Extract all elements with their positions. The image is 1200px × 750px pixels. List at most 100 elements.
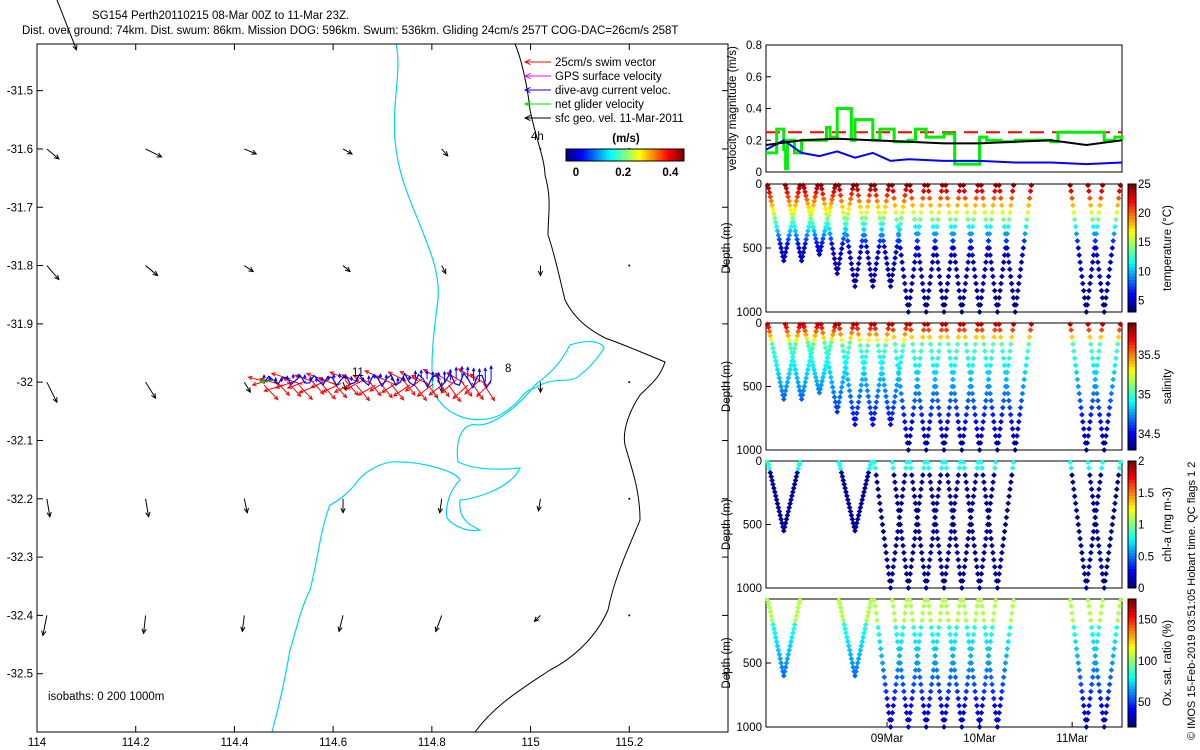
current-vector-head xyxy=(332,373,336,378)
salinity-panel-point xyxy=(963,411,970,418)
temperature-panel-point xyxy=(1070,209,1077,216)
temperature-panel-colorbar-segment xyxy=(1128,273,1136,278)
salinity-panel-colorbar-segment xyxy=(1128,361,1136,365)
colorbar-segment xyxy=(603,149,606,161)
oxygen-panel-point xyxy=(919,610,926,617)
temperature-panel-point xyxy=(908,188,914,194)
temperature-panel-point xyxy=(948,223,954,230)
oxygen-panel-colorbar-segment xyxy=(1128,707,1136,712)
legend-arrow xyxy=(523,114,551,122)
coastline xyxy=(474,43,666,733)
oxygen-panel-point xyxy=(983,638,990,645)
temperature-panel-point xyxy=(828,235,834,242)
swim-vector-head xyxy=(433,393,439,399)
colorbar-segment xyxy=(579,149,583,161)
salinity-panel-point xyxy=(981,411,987,418)
salinity-panel-point xyxy=(946,404,953,411)
oxygen-panel-point xyxy=(961,603,968,609)
oxygen-panel-profile xyxy=(960,597,999,730)
colorbar-segment xyxy=(646,149,650,161)
swim-vector xyxy=(459,379,473,398)
chla-panel-point xyxy=(980,472,986,478)
current-vector-head xyxy=(407,375,412,380)
salinity-panel-point xyxy=(978,321,985,328)
salinity-panel-colorbar-segment xyxy=(1128,367,1136,372)
temperature-panel-point xyxy=(970,259,977,266)
oxygen-panel-point xyxy=(969,638,976,645)
chla-panel-point xyxy=(952,493,959,500)
salinity-panel-point xyxy=(1015,426,1021,432)
oxygen-panel-point xyxy=(789,630,796,636)
chla-panel-point xyxy=(783,516,790,523)
swim-vector-head xyxy=(404,387,410,392)
salinity-panel-point xyxy=(828,379,835,386)
salinity-panel-point xyxy=(846,344,852,351)
geo-velocity-arrow-shaft xyxy=(435,615,443,632)
chla-panel-point xyxy=(901,556,908,563)
oxygen-panel-point xyxy=(996,709,1003,716)
salinity-panel-tick-label: 500 xyxy=(743,382,762,394)
salinity-panel-point xyxy=(976,447,983,453)
oxygen-panel-point xyxy=(983,667,990,673)
oxygen-panel-point xyxy=(947,674,954,681)
temperature-panel-point xyxy=(939,182,946,189)
salinity-panel-point xyxy=(1097,334,1104,340)
oxygen-panel-point xyxy=(965,631,971,638)
geo-velocity-arrow-head xyxy=(345,266,351,273)
chla-panel-point xyxy=(849,516,856,523)
salinity-panel-point xyxy=(849,404,856,411)
isobath-200m xyxy=(271,43,605,733)
salinity-panel-point xyxy=(840,374,847,381)
chla-panel-point xyxy=(778,516,784,523)
oxygen-panel-point xyxy=(1103,709,1109,716)
temperature-panel-colorbar-tick: 10 xyxy=(1138,266,1151,278)
salinity-panel-point xyxy=(1095,355,1101,362)
chla-panel-point xyxy=(919,472,926,478)
oxygen-panel-point xyxy=(971,681,978,688)
swim-vector-shaft xyxy=(358,384,376,396)
temperature-panel-colorbar-segment xyxy=(1128,251,1136,255)
geo-velocity-arrow-head xyxy=(437,507,443,514)
temperature-panel-point xyxy=(1095,266,1102,273)
legend-arrow-head xyxy=(523,58,531,66)
current-vector xyxy=(442,370,447,382)
oxygen-panel-point xyxy=(994,724,1001,730)
temperature-panel-point xyxy=(929,216,936,223)
geo-velocity-arrow-shaft xyxy=(244,265,254,272)
geo-velocity-dot xyxy=(539,147,542,150)
salinity-panel-point xyxy=(889,321,896,328)
temperature-panel-point xyxy=(973,280,979,287)
oxygen-panel-point xyxy=(876,631,882,638)
geo-velocity-arrow-head xyxy=(141,628,147,635)
salinity-panel-point xyxy=(864,342,871,349)
temperature-panel-point xyxy=(960,294,967,301)
x-tick-label: 114 xyxy=(28,737,47,749)
temperature-panel-point xyxy=(1105,273,1112,280)
chla-panel-point xyxy=(792,477,799,484)
temperature-panel-point xyxy=(805,228,811,234)
salinity-panel-point xyxy=(892,341,898,347)
oxygen-panel-point xyxy=(917,674,923,681)
temperature-panel-point xyxy=(1085,182,1091,189)
oxygen-panel-colorbar-segment xyxy=(1128,647,1136,651)
salinity-panel-point xyxy=(1112,362,1118,369)
temperature-panel-point xyxy=(936,273,943,280)
salinity-panel-point xyxy=(992,327,998,333)
oxygen-panel-point xyxy=(942,717,948,723)
chla-panel-point xyxy=(872,465,879,471)
oxygen-panel-point xyxy=(970,674,977,681)
oxygen-panel-point xyxy=(938,603,945,609)
oxygen-panel-point xyxy=(875,624,881,631)
temperature-panel-point xyxy=(994,309,1001,315)
temperature-panel-point xyxy=(820,196,827,202)
chla-panel-colorbar-tick: 2 xyxy=(1138,456,1144,468)
chla-panel-point xyxy=(953,486,960,493)
temperature-panel-colorbar-segment xyxy=(1128,292,1136,297)
oxygen-panel-point xyxy=(942,709,949,716)
salinity-panel-point xyxy=(903,433,910,439)
oxygen-panel-colorbar-segment xyxy=(1128,650,1136,654)
oxygen-panel-point xyxy=(1087,617,1094,624)
oxygen-panel-point xyxy=(982,631,989,638)
temperature-panel-point xyxy=(999,266,1006,273)
colorbar-segment xyxy=(644,149,648,161)
